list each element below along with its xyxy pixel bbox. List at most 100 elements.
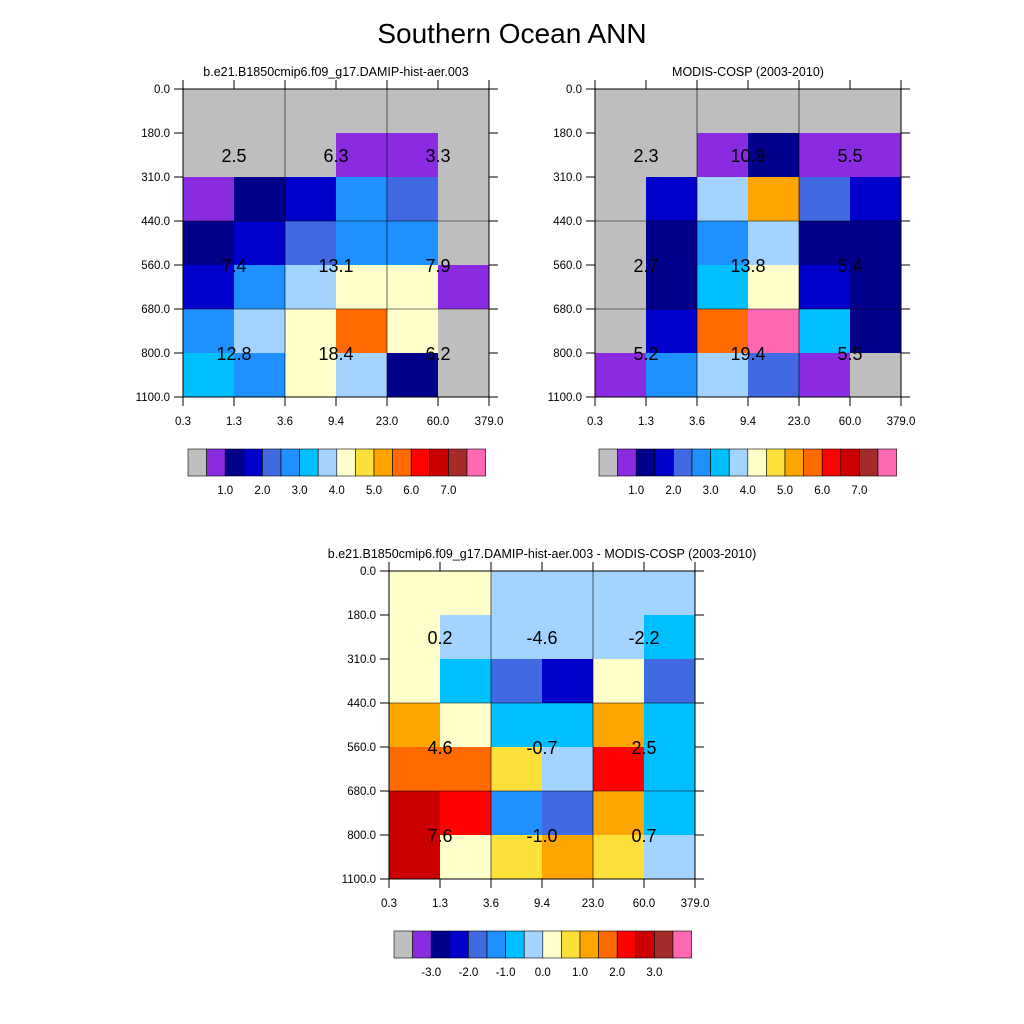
- colorbar-swatch: [598, 448, 618, 477]
- y-tick-label: 560.0: [553, 260, 582, 272]
- panel-title: b.e21.B1850cmip6.f09_g17.DAMIP-hist-aer.…: [203, 65, 468, 79]
- colorbar-swatch: [747, 448, 767, 477]
- heatmap-cell: [336, 89, 388, 134]
- colorbar-swatch: [617, 448, 637, 477]
- block-value-label: 18.4: [318, 344, 353, 364]
- heatmap-cell: [593, 703, 645, 748]
- heatmap-cell: [593, 571, 645, 616]
- y-tick-label: 680.0: [347, 786, 376, 798]
- colorbar-label: 6.0: [403, 485, 419, 497]
- heatmap-cell: [697, 177, 749, 222]
- panel-title: MODIS-COSP (2003-2010): [672, 65, 824, 79]
- y-tick-label: 800.0: [347, 830, 376, 842]
- y-tick-label: 180.0: [347, 610, 376, 622]
- x-tick-label: 0.3: [175, 416, 191, 428]
- x-tick-label: 60.0: [839, 416, 861, 428]
- heatmap-cell: [646, 177, 698, 222]
- heatmap-cell: [850, 133, 902, 178]
- colorbar-label: -2.0: [458, 967, 478, 979]
- heatmap-cell: [438, 89, 490, 134]
- heatmap-cell: [595, 89, 647, 134]
- y-tick-label: 310.0: [141, 172, 170, 184]
- heatmap-cell: [389, 615, 441, 660]
- x-tick-label: 9.4: [328, 416, 345, 428]
- colorbar-swatch: [691, 448, 711, 477]
- heatmap-cell: [646, 221, 698, 266]
- block-value-label: 2.5: [221, 146, 246, 166]
- heatmap-cell: [387, 89, 439, 134]
- block-value-label: 5.2: [633, 344, 658, 364]
- heatmap-cell: [644, 747, 696, 792]
- heatmap-cell: [850, 353, 902, 398]
- heatmap-cell: [234, 353, 286, 398]
- colorbar-swatch: [859, 448, 879, 477]
- heatmap-cell: [234, 177, 286, 222]
- heatmap-cell: [234, 309, 286, 354]
- x-tick-label: 3.6: [483, 898, 499, 910]
- heatmap-cell: [748, 309, 800, 354]
- heatmap-cell: [748, 133, 800, 178]
- heatmap-cell: [595, 177, 647, 222]
- block-value-label: 19.4: [730, 344, 765, 364]
- heatmap-cell: [697, 221, 749, 266]
- colorbar-swatch: [299, 448, 319, 477]
- heatmap-cell: [697, 133, 749, 178]
- colorbar-swatch: [542, 930, 562, 959]
- heatmap-cell: [438, 133, 490, 178]
- y-tick-label: 0.0: [360, 566, 376, 578]
- heatmap-cell: [389, 703, 441, 748]
- x-tick-label: 379.0: [475, 416, 504, 428]
- heatmap-cell: [595, 309, 647, 354]
- heatmap-cell: [595, 353, 647, 398]
- block-value-label: -2.2: [628, 628, 659, 648]
- heatmap-cell: [542, 703, 594, 748]
- heatmap-cell: [389, 835, 441, 880]
- heatmap-cell: [593, 659, 645, 704]
- y-tick-label: 1100.0: [548, 392, 582, 404]
- heatmap-cell: [440, 659, 492, 704]
- heatmap-cell: [595, 221, 647, 266]
- heatmap-cell: [644, 659, 696, 704]
- heatmap-cell: [542, 615, 594, 660]
- heatmap-cell: [850, 177, 902, 222]
- colorbar-swatch: [410, 448, 431, 477]
- block-value-label: 13.8: [730, 256, 765, 276]
- colorbar-swatch: [616, 930, 637, 959]
- heatmap-cell: [389, 747, 441, 792]
- heatmap-cell: [183, 309, 235, 354]
- block-value-label: 13.1: [318, 256, 353, 276]
- heatmap-cell: [748, 353, 800, 398]
- block-value-label: 2.5: [631, 738, 656, 758]
- heatmap-cell: [285, 353, 337, 398]
- x-tick-label: 379.0: [681, 898, 710, 910]
- colorbar-swatch: [635, 448, 656, 477]
- block-value-label: 2.3: [633, 146, 658, 166]
- chart-panel-1: b.e21.B1850cmip6.f09_g17.DAMIP-hist-aer.…: [136, 65, 504, 497]
- heatmap-cell: [491, 791, 543, 836]
- heatmap-cell: [593, 747, 645, 792]
- heatmap-cell: [748, 89, 800, 134]
- colorbar-swatch: [280, 448, 300, 477]
- x-tick-label: 0.3: [381, 898, 397, 910]
- colorbar-label: -3.0: [421, 967, 441, 979]
- heatmap-cell: [697, 265, 749, 310]
- colorbar-swatch: [561, 930, 581, 959]
- y-tick-label: 680.0: [141, 304, 170, 316]
- heatmap-cell: [285, 309, 337, 354]
- heatmap-cell: [234, 265, 286, 310]
- heatmap-cell: [799, 309, 851, 354]
- heatmap-cell: [542, 659, 594, 704]
- y-tick-label: 0.0: [566, 84, 582, 96]
- block-value-label: 4.6: [427, 738, 452, 758]
- heatmap-cell: [440, 835, 492, 880]
- colorbar-swatch: [803, 448, 823, 477]
- colorbar-swatch: [468, 930, 488, 959]
- colorbar-swatch: [466, 448, 486, 477]
- heatmap-cell: [387, 265, 439, 310]
- heatmap-cell: [799, 353, 851, 398]
- heatmap-cell: [389, 659, 441, 704]
- heatmap-cell: [387, 309, 439, 354]
- block-value-label: 7.9: [425, 256, 450, 276]
- chart-panel-2: MODIS-COSP (2003-2010) 0.0 180.0 310.0 440.0…: [548, 65, 916, 497]
